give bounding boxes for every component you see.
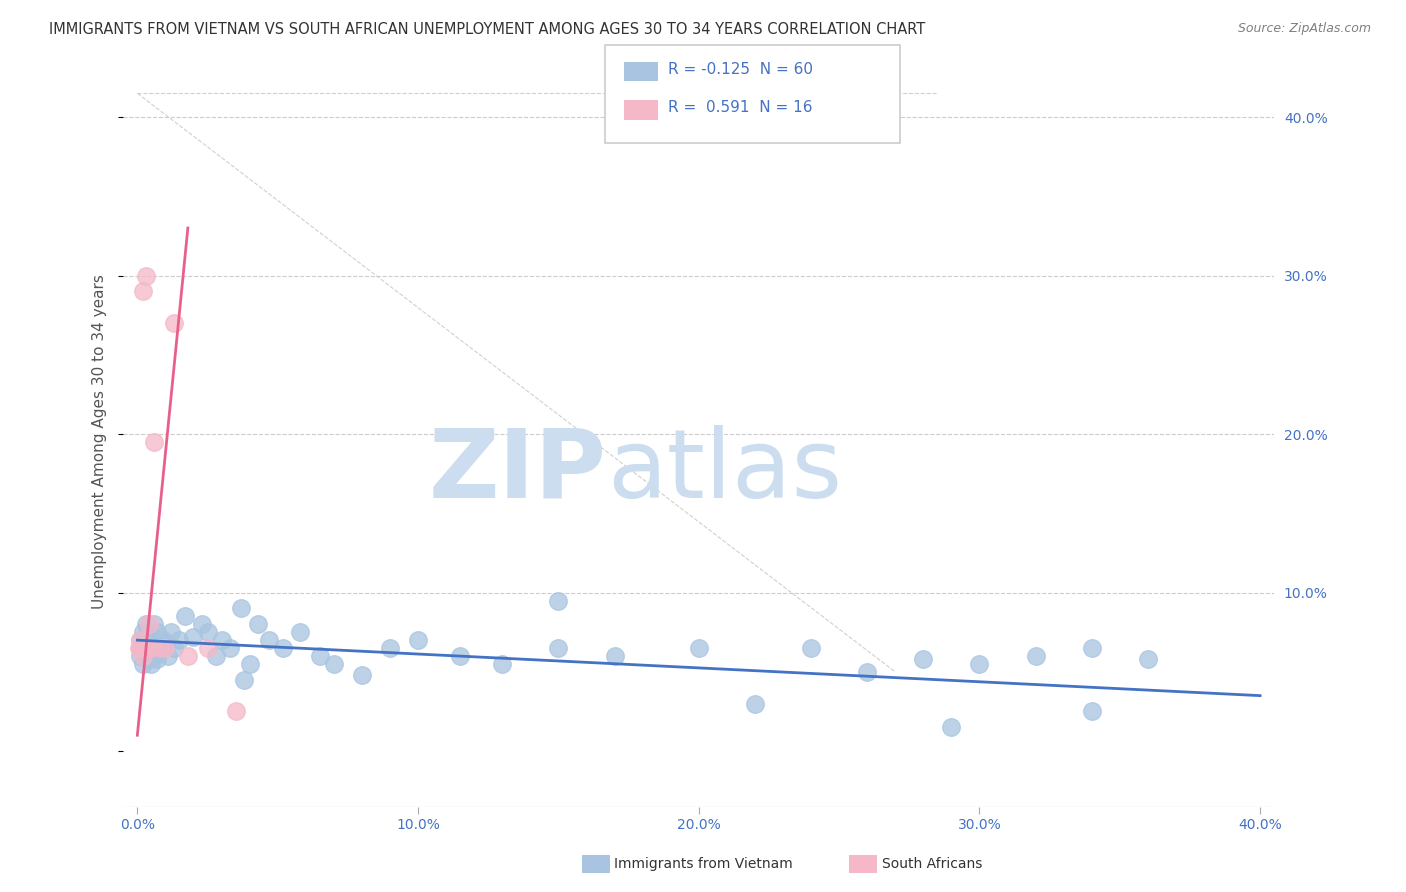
Text: ZIP: ZIP	[429, 425, 606, 517]
Point	[1080, 641, 1102, 656]
Point	[135, 617, 157, 632]
Point	[132, 648, 155, 663]
Point	[231, 601, 253, 615]
Text: R =  0.591  N = 16: R = 0.591 N = 16	[668, 101, 813, 115]
Y-axis label: Unemployment Among Ages 30 to 34 years: Unemployment Among Ages 30 to 34 years	[93, 275, 107, 609]
Point	[138, 617, 160, 632]
Point	[129, 641, 152, 656]
Point	[129, 633, 152, 648]
Point	[1025, 648, 1047, 663]
Point	[141, 657, 163, 671]
Point	[247, 617, 270, 632]
Point	[177, 648, 200, 663]
Point	[308, 648, 330, 663]
Point	[449, 648, 471, 663]
Point	[197, 641, 219, 656]
Point	[149, 641, 172, 656]
Point	[688, 641, 710, 656]
Point	[547, 641, 569, 656]
Point	[128, 641, 150, 656]
Point	[197, 625, 219, 640]
Point	[183, 630, 205, 644]
Point	[191, 617, 214, 632]
Point	[135, 268, 157, 283]
Point	[941, 720, 963, 734]
Point	[157, 648, 180, 663]
Point	[205, 648, 228, 663]
Point	[141, 641, 163, 656]
Point	[211, 633, 233, 648]
Point	[744, 697, 766, 711]
Point	[143, 617, 166, 632]
Point	[138, 633, 160, 648]
Point	[912, 652, 935, 666]
Point	[239, 657, 262, 671]
Point	[149, 641, 172, 656]
Text: Source: ZipAtlas.com: Source: ZipAtlas.com	[1237, 22, 1371, 36]
Point	[163, 316, 186, 330]
Point	[800, 641, 823, 656]
Point	[288, 625, 311, 640]
Point	[146, 652, 169, 666]
Point	[547, 593, 569, 607]
Point	[132, 657, 155, 671]
Point	[271, 641, 294, 656]
Point	[135, 636, 157, 650]
Point	[146, 625, 169, 640]
Point	[1080, 705, 1102, 719]
Point	[160, 625, 183, 640]
Point	[135, 646, 157, 660]
Point	[322, 657, 344, 671]
Point	[406, 633, 429, 648]
Point	[969, 657, 991, 671]
Point	[233, 673, 256, 687]
Point	[1136, 652, 1159, 666]
Point	[141, 641, 163, 656]
Point	[132, 625, 155, 640]
Point	[129, 648, 152, 663]
Text: Immigrants from Vietnam: Immigrants from Vietnam	[614, 857, 793, 871]
Point	[350, 668, 373, 682]
Point	[378, 641, 401, 656]
Point	[219, 641, 242, 656]
Text: South Africans: South Africans	[882, 857, 981, 871]
Point	[152, 633, 174, 648]
Point	[135, 641, 157, 656]
Point	[129, 641, 152, 656]
Point	[138, 625, 160, 640]
Point	[174, 609, 197, 624]
Text: atlas: atlas	[606, 425, 842, 517]
Point	[225, 705, 247, 719]
Text: IMMIGRANTS FROM VIETNAM VS SOUTH AFRICAN UNEMPLOYMENT AMONG AGES 30 TO 34 YEARS : IMMIGRANTS FROM VIETNAM VS SOUTH AFRICAN…	[49, 22, 925, 37]
Text: R = -0.125  N = 60: R = -0.125 N = 60	[668, 62, 813, 77]
Point	[132, 285, 155, 299]
Point	[155, 636, 177, 650]
Point	[603, 648, 626, 663]
Point	[138, 652, 160, 666]
Point	[169, 633, 191, 648]
Point	[155, 641, 177, 656]
Point	[856, 665, 879, 679]
Point	[259, 633, 281, 648]
Point	[143, 648, 166, 663]
Point	[491, 657, 513, 671]
Point	[143, 435, 166, 450]
Point	[129, 633, 152, 648]
Point	[163, 641, 186, 656]
Point	[132, 641, 155, 656]
